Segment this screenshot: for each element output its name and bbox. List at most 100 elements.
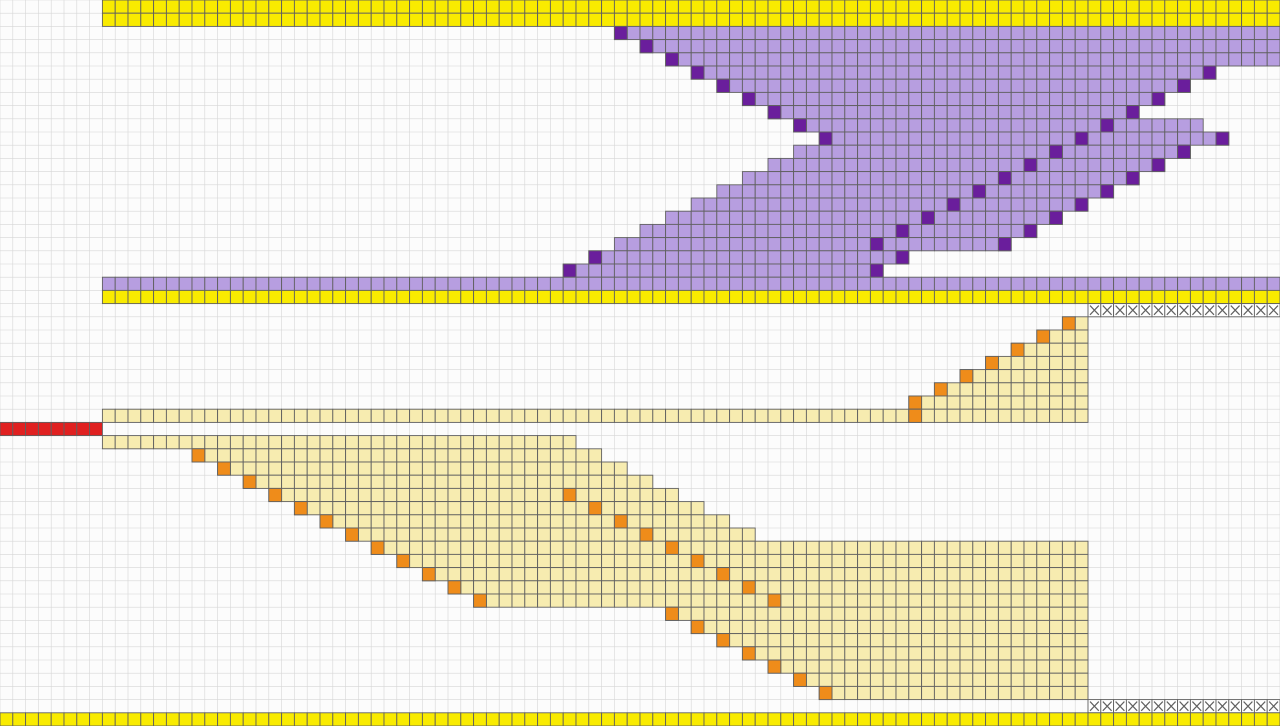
chart-cell [819,541,832,554]
chart-cell [320,449,333,462]
chart-cell [141,277,154,290]
chart-cell [358,436,371,449]
chart-cell [742,40,755,53]
chart-cell [1139,53,1152,66]
chart-cell [768,594,781,607]
chart-cell [102,436,115,449]
chart-cell [1062,79,1075,92]
chart-cell [627,594,640,607]
chart-cell [922,277,935,290]
chart-cell [563,528,576,541]
chart-cell [845,290,858,303]
chart-cell [563,488,576,501]
chart-cell [461,0,474,13]
chart-cell [422,462,435,475]
chart-cell [550,290,563,303]
chart-cell [512,475,525,488]
chart-cell [448,554,461,567]
chart-cell [1050,53,1063,66]
chart-cell [410,515,423,528]
chart-cell [870,594,883,607]
chart-cell [1075,92,1088,105]
chart-cell [794,568,807,581]
chart-cell [717,53,730,66]
chart-cell [832,581,845,594]
chart-cell [986,554,999,567]
chart-cell [986,277,999,290]
chart-cell [640,13,653,26]
chart-cell [294,713,307,726]
chart-cell [666,26,679,39]
chart-cell [1062,713,1075,726]
chart-cell [845,172,858,185]
chart-cell [1050,92,1063,105]
chart-cell [781,92,794,105]
chart-cell [499,0,512,13]
chart-cell [1011,158,1024,171]
chart-cell [794,594,807,607]
chart-cell [474,449,487,462]
chart-cell [896,106,909,119]
chart-cell [704,251,717,264]
chart-cell [768,238,781,251]
chart-cell [525,502,538,515]
chart-cell [422,0,435,13]
chart-cell [973,568,986,581]
chart-cell [768,251,781,264]
chart-cell [435,488,448,501]
chart-cell [576,475,589,488]
chart-cell [998,568,1011,581]
chart-cell [499,488,512,501]
chart-cell [1075,53,1088,66]
chart-cell [448,502,461,515]
chart-cell [448,409,461,422]
chart-cell [742,409,755,422]
chart-cell [858,224,871,237]
chart-cell [205,0,218,13]
chart-cell [627,13,640,26]
chart-cell [794,92,807,105]
chart-cell [742,594,755,607]
chart-cell [883,26,896,39]
chart-cell [666,554,679,567]
chart-cell [563,554,576,567]
chart-cell [576,554,589,567]
chart-cell [1203,26,1216,39]
chart-cell [730,224,743,237]
chart-cell [448,0,461,13]
chart-cell [883,277,896,290]
chart-cell [717,0,730,13]
chart-cell [576,541,589,554]
chart-cell [461,488,474,501]
chart-cell [934,673,947,686]
chart-cell [1126,53,1139,66]
chart-cell [1178,79,1191,92]
chart-cell [448,290,461,303]
chart-cell [448,515,461,528]
chart-cell [973,383,986,396]
chart-cell [806,607,819,620]
chart-cell [1242,290,1255,303]
chart-cell [614,541,627,554]
chart-cell [678,502,691,515]
chart-cell [819,713,832,726]
chart-cell [870,119,883,132]
chart-cell [576,713,589,726]
chart-cell [781,0,794,13]
chart-cell [1216,53,1229,66]
chart-cell [1062,290,1075,303]
chart-cell [384,290,397,303]
chart-cell [666,251,679,264]
chart-cell [909,26,922,39]
chart-cell [806,66,819,79]
chart-cell [474,13,487,26]
chart-cell [602,541,615,554]
chart-cell [550,462,563,475]
chart-cell [397,515,410,528]
chart-cell [1114,158,1127,171]
chart-cell [589,462,602,475]
chart-cell [781,581,794,594]
chart-cell [781,660,794,673]
chart-cell [730,211,743,224]
chart-cell [781,79,794,92]
